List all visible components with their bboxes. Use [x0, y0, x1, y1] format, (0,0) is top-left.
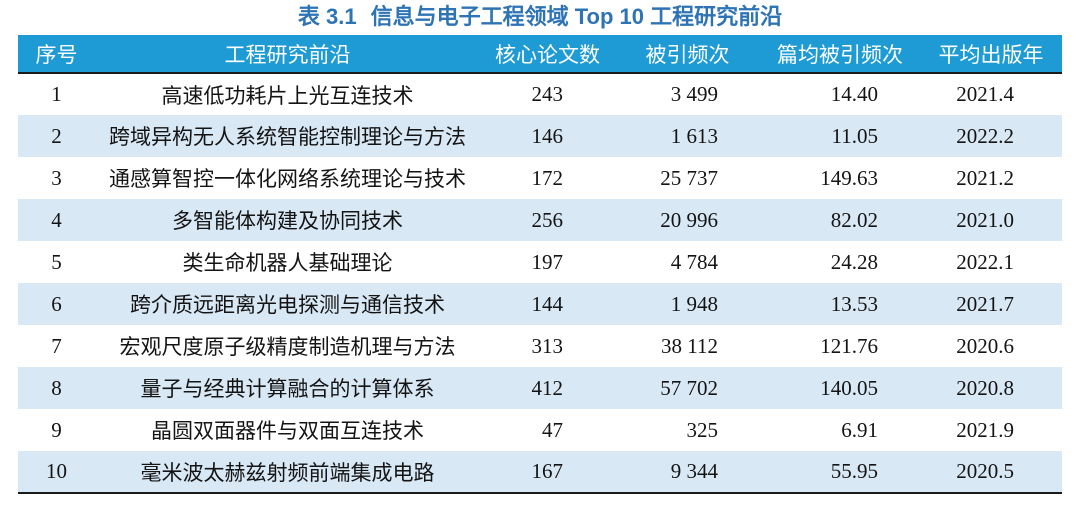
cell-front-name: 跨介质远距离光电探测与通信技术 — [130, 293, 445, 317]
cell-core-papers: 167 — [531, 459, 564, 483]
col-header-core-papers: 核心论文数 — [495, 43, 600, 67]
cell-citations: 38 112 — [661, 333, 718, 358]
cell-core-papers: 313 — [531, 333, 564, 358]
table-title-text: 信息与电子工程领域 Top 10 工程研究前沿 — [370, 4, 783, 29]
cell-citations: 1 613 — [670, 123, 718, 148]
table-row: 1 高速低功耗片上光互连技术 243 3 499 14.40 2021.4 — [18, 73, 1062, 115]
cell-front-name: 通感算智控一体化网络系统理论与技术 — [109, 167, 466, 191]
table-row: 6 跨介质远距离光电探测与通信技术 144 1 948 13.53 2021.7 — [18, 283, 1062, 325]
col-header-mean-pub-year: 平均出版年 — [938, 43, 1044, 67]
table-row: 2 跨域异构无人系统智能控制理论与方法 146 1 613 11.05 2022… — [18, 115, 1062, 157]
table-row: 3 通感算智控一体化网络系统理论与技术 172 25 737 149.63 20… — [18, 157, 1062, 199]
cell-core-papers: 146 — [531, 123, 564, 148]
table-row: 8 量子与经典计算融合的计算体系 412 57 702 140.05 2020.… — [18, 367, 1062, 409]
cell-mean-pub-year: 2021.2 — [956, 165, 1014, 190]
cell-rank: 7 — [51, 333, 62, 358]
cell-mean-pub-year: 2021.4 — [956, 82, 1014, 106]
col-header-citations-per-paper: 篇均被引频次 — [777, 43, 903, 67]
cell-rank: 9 — [51, 417, 62, 442]
cell-front-name: 量子与经典计算融合的计算体系 — [140, 377, 435, 401]
cell-citations-per-paper: 121.76 — [820, 333, 878, 358]
cell-front-name: 跨域异构无人系统智能控制理论与方法 — [109, 125, 466, 149]
cell-mean-pub-year: 2022.1 — [956, 249, 1014, 274]
cell-citations: 9 344 — [670, 459, 718, 483]
cell-front-name: 多智能体构建及协同技术 — [172, 209, 403, 233]
table-row: 10 毫米波太赫兹射频前端集成电路 167 9 344 55.95 2020.5 — [18, 451, 1062, 493]
cell-citations-per-paper: 149.63 — [820, 165, 878, 190]
cell-front-name: 宏观尺度原子级精度制造机理与方法 — [119, 335, 456, 359]
cell-core-papers: 256 — [531, 207, 564, 232]
cell-rank: 6 — [51, 291, 62, 316]
cell-citations-per-paper: 140.05 — [820, 375, 878, 400]
cell-mean-pub-year: 2021.9 — [956, 417, 1014, 442]
table-row: 7 宏观尺度原子级精度制造机理与方法 313 38 112 121.76 202… — [18, 325, 1062, 367]
cell-mean-pub-year: 2020.5 — [956, 459, 1014, 483]
cell-citations-per-paper: 82.02 — [830, 207, 878, 232]
cell-rank: 4 — [51, 207, 62, 232]
cell-core-papers: 412 — [531, 375, 564, 400]
table-body: 1 高速低功耗片上光互连技术 243 3 499 14.40 2021.4 2 … — [18, 73, 1062, 493]
cell-rank: 2 — [51, 123, 62, 148]
cell-citations-per-paper: 13.53 — [830, 291, 878, 316]
cell-citations: 3 499 — [670, 82, 718, 106]
cell-citations-per-paper: 6.91 — [841, 417, 878, 442]
cell-front-name: 高速低功耗片上光互连技术 — [161, 83, 414, 108]
cell-rank: 10 — [46, 459, 67, 483]
header-row: 序号 工程研究前沿 核心论文数 被引频次 篇均被引频次 平均出版年 — [18, 35, 1062, 73]
cell-citations: 57 702 — [660, 375, 718, 400]
cell-citations-per-paper: 55.95 — [830, 459, 878, 483]
cell-rank: 1 — [51, 82, 62, 106]
cell-front-name: 类生命机器人基础理论 — [182, 251, 393, 275]
cell-core-papers: 144 — [531, 291, 564, 316]
table-row: 4 多智能体构建及协同技术 256 20 996 82.02 2021.0 — [18, 199, 1062, 241]
cell-citations: 4 784 — [670, 249, 718, 274]
cell-front-name: 毫米波太赫兹射频前端集成电路 — [140, 460, 435, 485]
cell-core-papers: 172 — [531, 165, 564, 190]
cell-mean-pub-year: 2020.8 — [956, 375, 1014, 400]
col-header-research-front: 工程研究前沿 — [224, 43, 351, 67]
table-row: 5 类生命机器人基础理论 197 4 784 24.28 2022.1 — [18, 241, 1062, 283]
cell-mean-pub-year: 2022.2 — [956, 123, 1014, 148]
cell-core-papers: 47 — [542, 417, 563, 442]
cell-core-papers: 197 — [531, 249, 564, 274]
cell-citations-per-paper: 24.28 — [830, 249, 878, 274]
cell-citations-per-paper: 14.40 — [830, 82, 878, 106]
cell-rank: 5 — [51, 249, 62, 274]
cell-rank: 3 — [51, 165, 62, 190]
cell-rank: 8 — [51, 375, 62, 400]
cell-front-name: 晶圆双面器件与双面互连技术 — [151, 419, 424, 443]
cell-citations-per-paper: 11.05 — [831, 123, 878, 148]
cell-mean-pub-year: 2021.7 — [956, 291, 1014, 316]
cell-mean-pub-year: 2020.6 — [956, 333, 1014, 358]
cell-citations: 325 — [686, 417, 719, 442]
cell-citations: 1 948 — [670, 291, 718, 316]
table-row: 9 晶圆双面器件与双面互连技术 47 325 6.91 2021.9 — [18, 409, 1062, 451]
cell-core-papers: 243 — [531, 82, 564, 106]
cell-citations: 25 737 — [660, 165, 718, 190]
cell-citations: 20 996 — [660, 207, 718, 232]
cell-mean-pub-year: 2021.0 — [956, 207, 1014, 232]
research-fronts-table: 序号 工程研究前沿 核心论文数 被引频次 篇均被引频次 平均出版年 1 高速低功… — [18, 35, 1062, 494]
col-header-rank: 序号 — [35, 43, 78, 67]
table-number: 表 3.1 — [297, 4, 357, 29]
col-header-citations: 被引频次 — [645, 43, 730, 67]
table-title: 表 3.1 信息与电子工程领域 Top 10 工程研究前沿 — [0, 0, 1080, 31]
